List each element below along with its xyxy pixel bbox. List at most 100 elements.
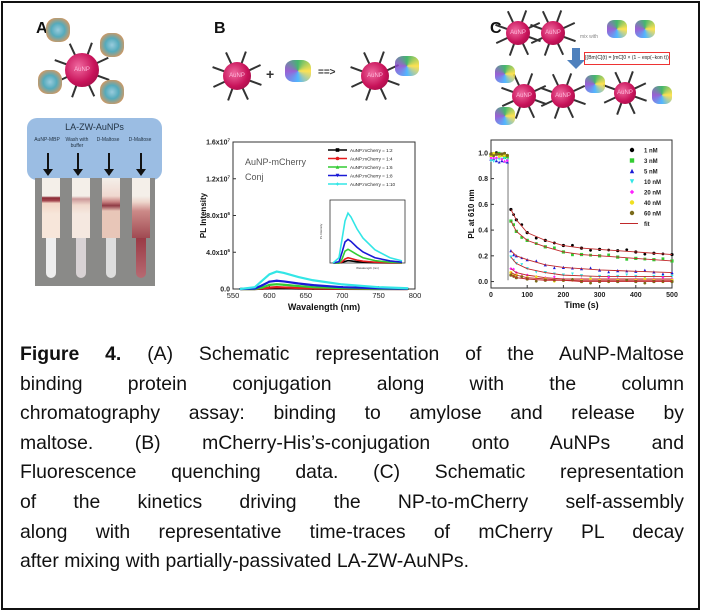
legend-label: 20 nM	[644, 190, 661, 196]
mcherry-protein-icon	[495, 65, 515, 83]
down-arrow-icon	[43, 153, 53, 176]
data-point	[534, 279, 538, 283]
fit-line	[510, 209, 673, 255]
data-point	[341, 286, 344, 289]
data-point	[571, 272, 574, 276]
x-tick-label: 750	[372, 291, 385, 300]
down-arrow-icon	[136, 153, 146, 176]
y-tick-label: 4.0x106	[206, 248, 230, 257]
y-tick-label: 1.2x107	[206, 174, 230, 183]
data-point	[275, 286, 278, 289]
inset-series-line	[333, 248, 403, 264]
data-point	[377, 286, 380, 289]
data-point	[492, 154, 496, 158]
data-point	[503, 151, 506, 155]
data-point	[312, 286, 315, 289]
data-point	[268, 286, 271, 289]
np-label: AuNP	[555, 93, 571, 99]
legend-marker	[629, 147, 635, 153]
np-label: AuNP	[516, 93, 532, 99]
down-arrow-icon	[104, 153, 114, 176]
data-point	[607, 276, 611, 279]
mbp-protein-icon	[38, 70, 62, 94]
data-point	[489, 156, 493, 160]
legend-label: AuNP:mCherry = 1:2	[350, 148, 393, 153]
legend-marker	[629, 168, 635, 174]
legend-label: 10 nM	[644, 180, 661, 186]
x-axis-label: Time (s)	[564, 300, 598, 310]
mbp-protein-icon	[100, 80, 124, 104]
legend-marker	[335, 182, 340, 186]
data-point	[497, 152, 501, 156]
data-point	[552, 266, 556, 270]
legend-marker	[335, 165, 340, 169]
inset-x-label: Wavalength (nm)	[356, 266, 379, 270]
data-point	[489, 152, 493, 156]
data-point	[282, 271, 285, 274]
y-tick-label: 0.2	[478, 253, 488, 260]
legend-marker	[629, 179, 635, 184]
data-point	[239, 288, 242, 290]
inset-y-label: PL Intensity	[319, 223, 323, 239]
data-point	[625, 257, 629, 261]
caption-line: binding protein conjugation along with t…	[20, 372, 684, 395]
data-point	[661, 272, 665, 276]
mcherry-protein-icon	[585, 75, 605, 93]
fit-line	[510, 256, 672, 277]
caption-label: Figure 4.	[20, 343, 122, 365]
y-axis-label: PL at 610 nm	[468, 189, 476, 238]
data-point	[494, 156, 499, 160]
data-point	[552, 246, 556, 250]
gold-nanoparticle: AuNP	[223, 62, 251, 90]
gold-nanoparticle: AuNP	[65, 53, 99, 87]
np-label: AuNP	[617, 90, 633, 96]
gold-nanoparticle: AuNP	[551, 84, 575, 108]
gold-nanoparticle: AuNP	[506, 21, 530, 45]
legend-label: 3 nM	[644, 159, 658, 165]
data-point	[341, 283, 344, 286]
data-point	[589, 266, 592, 270]
x-tick-label: 650	[300, 291, 313, 300]
gold-nanoparticle: AuNP	[614, 82, 636, 104]
data-point	[261, 279, 264, 282]
caption-line: maltose. (B) mCherry-His’s-conjugation o…	[20, 431, 684, 454]
data-point	[275, 270, 278, 273]
gold-nanoparticle: AuNP	[541, 21, 565, 45]
panel-c-letter: C	[490, 20, 502, 37]
column-label: D-Maltose	[128, 137, 152, 143]
data-point	[512, 223, 516, 227]
data-point	[282, 280, 285, 283]
y-tick-label: 0.0	[478, 279, 488, 286]
legend-marker	[629, 200, 635, 205]
data-point	[282, 286, 285, 289]
inset-series-line	[332, 211, 403, 264]
data-point	[268, 280, 271, 283]
data-point	[492, 160, 496, 163]
panel-a-letter: A	[36, 20, 48, 37]
legend-label: 1 nM	[644, 148, 658, 154]
caption-line: Fluorescence quenching data. (C) Schemat…	[20, 461, 684, 484]
mcherry-protein-icon	[285, 60, 311, 82]
data-point	[520, 275, 524, 279]
data-point	[670, 270, 674, 275]
y-tick-label: 0.6	[478, 202, 488, 209]
data-point	[661, 276, 665, 279]
data-point	[282, 283, 285, 286]
column-photo	[35, 178, 155, 286]
x-tick-label: 700	[336, 291, 349, 300]
data-point	[297, 282, 300, 285]
legend-label: AuNP:mCherry = 1:4	[350, 157, 393, 162]
data-point	[312, 279, 315, 282]
annotation: Conj	[245, 172, 264, 182]
data-point	[534, 259, 538, 263]
pl-decay-chart: 0 100 200 300 400 500 0.0 0.2 0.4 0.6 0.8 1.0 Time (…	[468, 139, 678, 310]
data-point	[268, 273, 271, 276]
y-axis-label: PL Intensity	[200, 192, 208, 238]
mbp-protein-icon	[100, 33, 124, 57]
data-point	[607, 270, 611, 274]
data-point	[534, 270, 538, 274]
data-point	[275, 279, 278, 282]
data-point	[494, 152, 499, 156]
data-point	[571, 277, 574, 281]
